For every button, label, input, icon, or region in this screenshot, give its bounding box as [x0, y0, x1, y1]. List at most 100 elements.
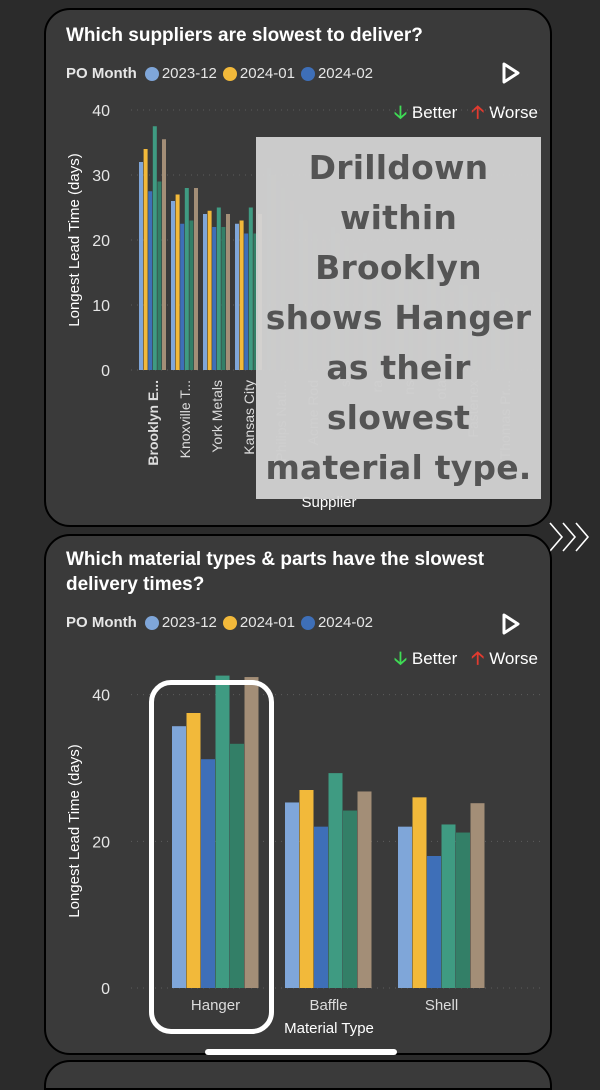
bar — [239, 220, 244, 370]
bar — [285, 802, 299, 988]
material-chart-card: Which material types & parts have the sl… — [44, 534, 552, 1055]
legend-dot-icon — [222, 66, 237, 81]
bar — [152, 126, 157, 370]
bar — [157, 181, 162, 370]
legend-dot-icon — [300, 615, 315, 630]
bar — [143, 149, 148, 370]
bar — [456, 832, 470, 988]
y-axis-title: Longest Lead Time (days) — [66, 744, 83, 917]
x-tick-label: Knoxville T... — [177, 380, 193, 458]
bar — [189, 220, 194, 370]
better-label: Better — [411, 649, 458, 668]
worse-indicator: 🡡 Worse — [471, 646, 538, 676]
home-indicator[interactable] — [205, 1049, 397, 1055]
better-indicator: 🡣 Better — [394, 100, 457, 130]
supplier-chart-card: Which suppliers are slowest to deliver? … — [44, 8, 552, 527]
bar — [212, 227, 217, 370]
hanger-highlight-box — [149, 680, 274, 1034]
arrow-up-icon: 🡡 — [471, 102, 485, 122]
legend-item-2023-12[interactable]: 2023-12 — [144, 65, 217, 82]
legend-label: 2024-02 — [317, 614, 374, 631]
legend-label: 2024-01 — [239, 65, 295, 82]
arrow-down-icon: 🡣 — [393, 648, 407, 668]
bar — [148, 191, 153, 370]
x-tick-label: Hanger — [191, 997, 240, 1014]
y-tick-label: 0 — [101, 981, 110, 998]
legend: PO Month 2023-12 2024-01 2024-02 — [66, 65, 379, 82]
legend: PO Month 2023-12 2024-01 2024-02 — [66, 614, 379, 631]
legend-dot-icon — [144, 66, 159, 81]
legend-title: PO Month — [66, 614, 137, 631]
worse-label: Worse — [489, 649, 538, 668]
bar — [203, 214, 207, 370]
bar — [207, 210, 212, 370]
arrow-down-icon: 🡣 — [393, 102, 407, 122]
material-chart-title: Which material types & parts have the sl… — [66, 549, 485, 595]
bar — [215, 675, 230, 988]
legend-dot-icon — [222, 615, 237, 630]
y-tick-label: 20 — [92, 233, 110, 250]
bar — [180, 223, 185, 370]
supplier-chart-title: Which suppliers are slowest to deliver? — [66, 25, 423, 46]
legend-item-2024-02[interactable]: 2024-02 — [300, 65, 374, 82]
y-tick-label: 10 — [92, 298, 110, 315]
bar — [441, 824, 456, 988]
bar — [194, 188, 198, 370]
legend-item-2023-12[interactable]: 2023-12 — [144, 614, 217, 631]
trend-legend: 🡣 Better 🡡 Worse — [394, 100, 538, 130]
bar — [221, 227, 226, 370]
bar — [328, 773, 343, 988]
bar — [184, 188, 189, 370]
legend-item-2024-01[interactable]: 2024-01 — [222, 614, 295, 631]
legend-item-2024-01[interactable]: 2024-01 — [222, 65, 295, 82]
x-tick-label: York Metals — [209, 380, 225, 453]
y-tick-label: 40 — [92, 103, 110, 120]
drilldown-callout: Drilldown within Brooklyn shows Hanger a… — [256, 137, 541, 499]
legend-label: 2023-12 — [161, 65, 217, 82]
bar — [201, 759, 215, 988]
bar — [244, 233, 249, 370]
bar — [343, 810, 357, 988]
bar — [175, 194, 180, 370]
play-icon[interactable] — [500, 62, 522, 84]
bar — [398, 826, 412, 988]
y-tick-label: 0 — [101, 363, 110, 380]
trend-legend: 🡣 Better 🡡 Worse — [394, 646, 538, 676]
bar — [412, 797, 427, 988]
legend-label: 2023-12 — [161, 614, 217, 631]
y-tick-label: 20 — [92, 834, 110, 851]
bar — [162, 139, 166, 370]
bar — [357, 791, 372, 988]
x-tick-label: Brooklyn E... — [145, 380, 161, 466]
next-card-edge — [44, 1060, 552, 1090]
x-tick-label: Kansas City — [241, 380, 257, 455]
bar — [139, 162, 143, 370]
bar — [226, 214, 230, 370]
legend-label: 2024-01 — [239, 614, 295, 631]
play-icon[interactable] — [500, 613, 522, 635]
legend-label: 2024-02 — [317, 65, 374, 82]
legend-dot-icon — [144, 615, 159, 630]
bar — [172, 726, 186, 988]
bar — [230, 743, 244, 988]
bar — [186, 713, 201, 988]
bar — [216, 207, 221, 370]
bar — [299, 790, 314, 988]
bar — [253, 233, 258, 370]
legend-item-2024-02[interactable]: 2024-02 — [300, 614, 374, 631]
arrow-up-icon: 🡡 — [471, 648, 485, 668]
bar — [248, 207, 253, 370]
worse-label: Worse — [489, 103, 538, 122]
bar — [427, 856, 441, 988]
x-tick-label: Baffle — [309, 997, 347, 1014]
bar — [235, 223, 239, 370]
y-tick-label: 30 — [92, 168, 110, 185]
better-label: Better — [411, 103, 458, 122]
legend-title: PO Month — [66, 65, 137, 82]
x-axis-title: Material Type — [284, 1020, 374, 1037]
bar — [314, 826, 328, 988]
legend-dot-icon — [300, 66, 315, 81]
worse-indicator: 🡡 Worse — [471, 100, 538, 130]
y-axis-title: Longest Lead Time (days) — [66, 153, 83, 326]
material-bar-chart: 0 20 40 Longest Lead Time (days) Hanger Baffl… — [66, 675, 541, 1037]
